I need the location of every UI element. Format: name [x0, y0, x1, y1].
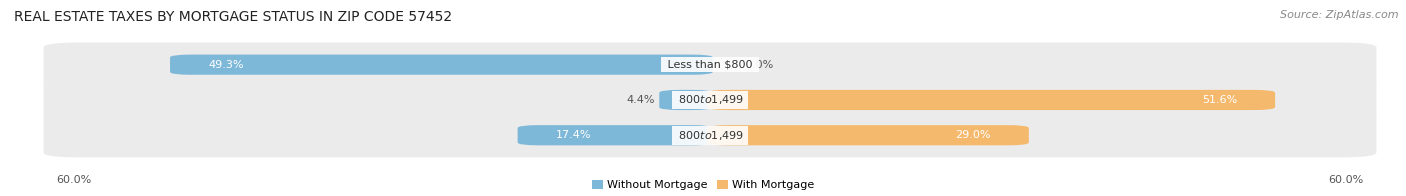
Text: 29.0%: 29.0%: [956, 130, 991, 140]
Text: 60.0%: 60.0%: [1329, 175, 1364, 185]
Text: 0.0%: 0.0%: [745, 60, 773, 70]
Text: 17.4%: 17.4%: [555, 130, 591, 140]
Text: 51.6%: 51.6%: [1202, 95, 1237, 105]
Text: Less than $800: Less than $800: [664, 60, 756, 70]
Text: REAL ESTATE TAXES BY MORTGAGE STATUS IN ZIP CODE 57452: REAL ESTATE TAXES BY MORTGAGE STATUS IN …: [14, 10, 453, 24]
Text: 49.3%: 49.3%: [208, 60, 243, 70]
Legend: Without Mortgage, With Mortgage: Without Mortgage, With Mortgage: [592, 180, 814, 191]
Text: $800 to $1,499: $800 to $1,499: [675, 129, 745, 142]
Text: Source: ZipAtlas.com: Source: ZipAtlas.com: [1281, 10, 1399, 20]
Text: 60.0%: 60.0%: [56, 175, 91, 185]
Text: 4.4%: 4.4%: [627, 95, 655, 105]
Text: $800 to $1,499: $800 to $1,499: [675, 93, 745, 106]
